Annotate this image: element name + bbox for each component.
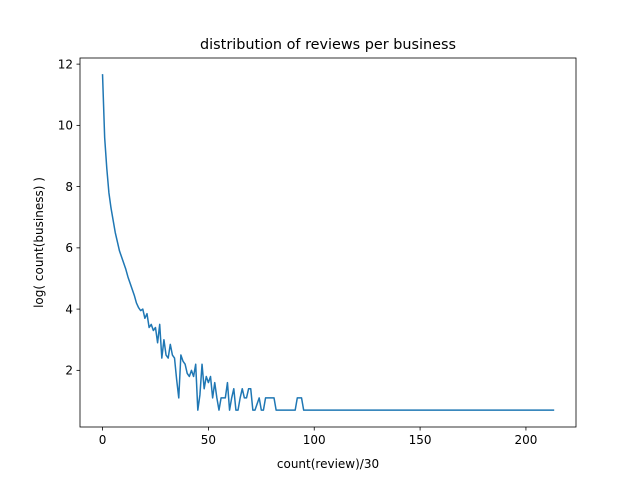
series-line-0	[101, 74, 555, 411]
y-axis-ticks: 2 4 6 8 10 12	[58, 57, 80, 378]
plot-area	[80, 58, 576, 427]
x-axis-ticks: 0 50 100 150 200	[99, 427, 537, 447]
chart-title: distribution of reviews per business	[200, 37, 456, 53]
y-tick-label: 12	[58, 57, 73, 71]
x-tick-label: 100	[303, 433, 326, 447]
x-tick-label: 150	[409, 433, 432, 447]
y-tick-label: 6	[65, 241, 73, 255]
y-tick-label: 4	[65, 302, 73, 316]
x-axis-label: count(review)/30	[277, 457, 379, 471]
y-tick-label: 8	[65, 180, 73, 194]
y-tick-label: 10	[58, 119, 73, 133]
x-tick-label: 0	[99, 433, 107, 447]
x-tick-label: 50	[201, 433, 216, 447]
axes-frame	[79, 57, 577, 428]
x-tick-label: 200	[514, 433, 537, 447]
y-tick-label: 2	[65, 364, 73, 378]
series-layer	[101, 74, 555, 411]
y-axis-label: log( count(business) )	[32, 177, 46, 308]
